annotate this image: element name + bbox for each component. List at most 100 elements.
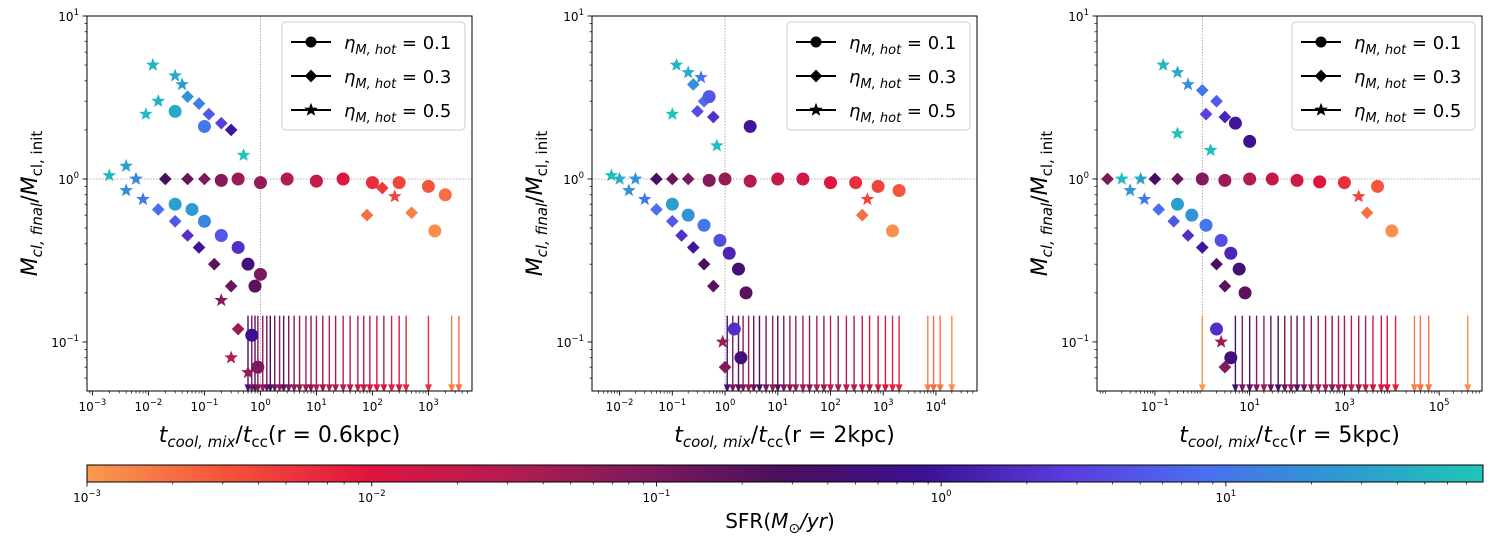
x-tick-label: 100 xyxy=(250,398,271,414)
upper-limit-head xyxy=(806,384,814,391)
data-point-diamond xyxy=(650,203,663,216)
data-point-diamond xyxy=(181,229,194,242)
data-point-diamond xyxy=(214,116,228,130)
plot-area xyxy=(1097,16,1482,391)
upper-limit-arrow xyxy=(924,315,932,391)
data-point-circle xyxy=(231,240,245,254)
data-point-diamond xyxy=(375,181,389,195)
upper-limit-arrow xyxy=(895,315,903,391)
data-point-circle xyxy=(245,328,259,342)
data-point-circle xyxy=(1265,172,1279,186)
upper-limit-head xyxy=(254,384,262,391)
data-point-circle xyxy=(336,172,350,186)
upper-limit-arrow xyxy=(1300,315,1308,391)
data-point-circle xyxy=(248,279,262,293)
upper-limit-arrow xyxy=(1231,315,1239,391)
data-point-diamond xyxy=(675,229,688,242)
data-point-diamond xyxy=(691,105,704,118)
upper-limit-head xyxy=(448,384,456,391)
upper-limit-arrow xyxy=(424,315,432,391)
data-point-circle xyxy=(392,176,406,190)
data-point-star xyxy=(1156,57,1170,71)
upper-limit-arrow xyxy=(254,315,262,391)
legend: ηM, hot = 0.1 ηM, hot = 0.3 ηM, hot = 0.5 xyxy=(1291,21,1476,131)
upper-limit-head xyxy=(1267,384,1275,391)
upper-limit-arrow xyxy=(402,315,410,391)
colorbar-tick-label: 101 xyxy=(1216,489,1237,505)
upper-limit-head xyxy=(1347,384,1355,391)
upper-limit-arrow xyxy=(1383,315,1391,391)
legend-marker-diamond xyxy=(1314,69,1328,83)
data-point-diamond xyxy=(1218,360,1232,374)
data-point-diamond xyxy=(1199,107,1213,121)
data-point-star xyxy=(665,107,680,120)
data-point-star xyxy=(1115,171,1129,185)
upper-limit-arrow xyxy=(1377,315,1385,391)
data-point-diamond xyxy=(151,203,165,216)
data-point-circle xyxy=(365,176,379,190)
data-point-star xyxy=(214,293,229,307)
data-point-circle xyxy=(1171,197,1185,211)
upper-limit-arrow xyxy=(1392,315,1400,391)
data-point-circle xyxy=(1210,322,1224,336)
axes-frame xyxy=(591,15,978,392)
upper-limit-head xyxy=(1253,384,1261,391)
upper-limit-arrow xyxy=(750,315,758,391)
upper-limit-arrow xyxy=(936,315,944,391)
data-point-star xyxy=(119,158,133,172)
upper-limit-head xyxy=(1416,384,1424,391)
x-tick-label: 103 xyxy=(1334,398,1355,414)
upper-limit-head xyxy=(455,384,463,391)
data-point-diamond xyxy=(665,214,679,228)
data-point-diamond xyxy=(224,279,238,293)
data-point-circle xyxy=(197,214,211,228)
data-point-circle xyxy=(1337,176,1351,190)
data-point-star xyxy=(1170,126,1185,140)
upper-limit-arrow xyxy=(1281,315,1289,391)
data-point-circle xyxy=(280,172,294,186)
legend-marker-circle xyxy=(1315,36,1327,48)
data-point-circle xyxy=(1195,172,1209,186)
y-tick-label: 10−1 xyxy=(51,334,79,350)
panel-2: 10−2 10−1 100 101 102 103 104 10−1 100 101 Mcl, fi… xyxy=(523,8,978,451)
legend-label: ηM, hot = 0.5 xyxy=(849,101,956,126)
data-point-circle xyxy=(421,179,435,193)
legend-label: ηM, hot = 0.3 xyxy=(1354,67,1461,92)
data-point-circle xyxy=(231,172,245,186)
upper-limit-head xyxy=(325,384,333,391)
upper-limit-arrow xyxy=(780,315,788,391)
upper-limit-head xyxy=(360,384,368,391)
data-point-star xyxy=(1214,334,1228,348)
data-point-diamond xyxy=(1195,241,1209,254)
upper-limit-arrow xyxy=(1425,315,1433,391)
upper-limit-head xyxy=(1328,384,1336,391)
data-point-star xyxy=(151,94,166,107)
data-point-circle xyxy=(702,173,716,187)
upper-limit-arrow xyxy=(373,315,381,391)
upper-limit-arrow xyxy=(774,315,782,391)
data-point-star xyxy=(146,57,160,71)
upper-limit-head xyxy=(332,384,340,391)
upper-limit-arrow xyxy=(1246,315,1254,391)
y-axis-label: Mcl, final/Mcl, init xyxy=(18,131,46,277)
data-point-diamond xyxy=(1210,94,1223,108)
data-point-star xyxy=(168,68,182,82)
data-point-star xyxy=(715,334,730,348)
upper-limit-head xyxy=(1287,384,1295,391)
upper-limit-head xyxy=(1198,384,1206,391)
data-point-circle xyxy=(438,188,452,202)
data-point-circle xyxy=(702,90,716,104)
x-tick-label: 101 xyxy=(767,398,788,414)
upper-limit-arrow xyxy=(948,315,956,391)
upper-limit-arrow xyxy=(360,315,368,391)
upper-limit-head xyxy=(1300,384,1308,391)
upper-limit-arrow xyxy=(1335,315,1343,391)
data-point-star xyxy=(1170,65,1185,79)
upper-limit-arrow xyxy=(1260,315,1268,391)
upper-limit-head xyxy=(373,384,381,391)
data-point-diamond xyxy=(231,322,245,336)
upper-limit-head xyxy=(1322,384,1330,391)
upper-limit-head xyxy=(834,384,842,391)
upper-limit-arrow xyxy=(1347,315,1355,391)
upper-limit-head xyxy=(889,384,897,391)
